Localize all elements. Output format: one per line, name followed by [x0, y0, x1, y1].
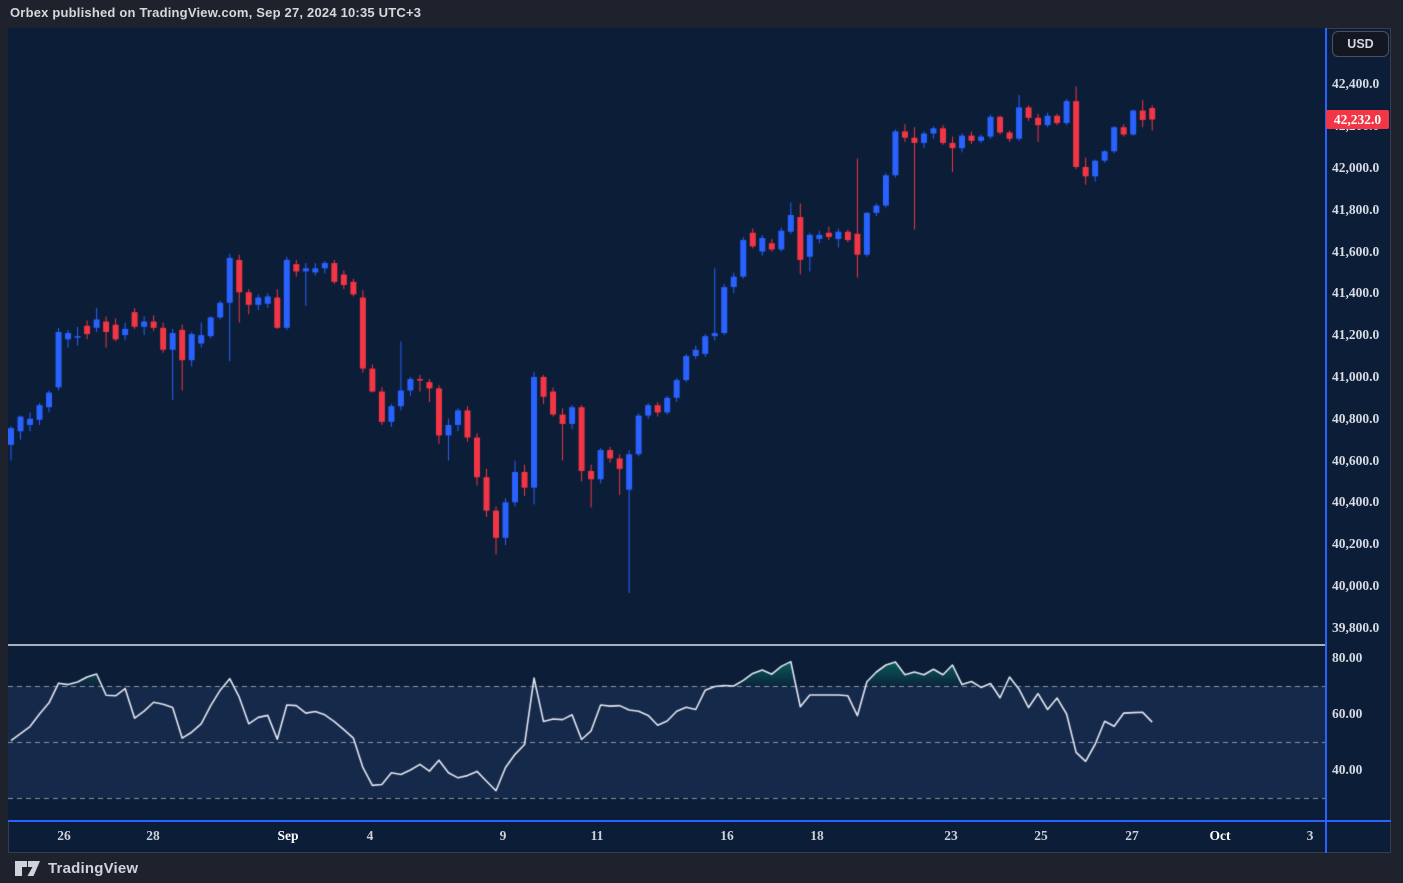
price-tick-label: 40,400.0 [1332, 494, 1380, 510]
price-tick-label: 41,200.0 [1332, 327, 1380, 343]
price-tick-label: 42,400.0 [1332, 76, 1380, 92]
attribution-bar: Orbex published on TradingView.com, Sep … [0, 0, 1403, 28]
price-tick-label: 42,000.0 [1332, 159, 1380, 175]
time-axis-label: 23 [944, 828, 958, 843]
time-axis-label: 11 [590, 828, 604, 843]
time-axis-label: 26 [57, 828, 71, 843]
time-axis-line [8, 820, 1391, 822]
price-tick-label: 41,800.0 [1332, 201, 1380, 217]
price-tick-label: 40,600.0 [1332, 452, 1380, 468]
price-tick-label: 40,000.0 [1332, 577, 1380, 593]
time-axis-label: 3 [1306, 828, 1314, 843]
price-axis-line [1325, 28, 1327, 853]
price-tick-label: 41,600.0 [1332, 243, 1380, 259]
price-tick-label: 39,800.0 [1332, 619, 1380, 635]
time-axis-label: 28 [146, 828, 160, 843]
tradingview-logo[interactable]: TradingView [14, 858, 138, 878]
rsi-pane-canvas[interactable] [8, 646, 1325, 820]
time-axis-label: 18 [810, 828, 824, 843]
price-tick-label: 41,400.0 [1332, 285, 1380, 301]
price-tick-label: 41,000.0 [1332, 368, 1380, 384]
right-gutter [1391, 28, 1403, 853]
time-axis-label: 27 [1125, 828, 1139, 843]
price-tick-label: 40,200.0 [1332, 536, 1380, 552]
rsi-tick-label: 60.00 [1332, 706, 1363, 721]
price-tick-label: 40,800.0 [1332, 410, 1380, 426]
rsi-tick-label: 80.00 [1332, 650, 1363, 665]
tradingview-logo-icon [15, 861, 40, 876]
tradingview-logo-text: TradingView [48, 859, 139, 877]
footer-bar: TradingView [0, 853, 1403, 883]
time-axis-label: 4 [366, 828, 374, 843]
currency-usd-button[interactable]: USD [1332, 31, 1389, 57]
time-axis-label: 9 [499, 828, 507, 843]
pane-separator-handle[interactable] [8, 644, 1325, 646]
time-axis-label: 16 [720, 828, 734, 843]
time-axis-label: 25 [1034, 828, 1048, 843]
time-axis-label: Oct [1209, 828, 1231, 843]
attribution-text: Orbex published on TradingView.com, Sep … [10, 5, 422, 20]
price-pane-canvas[interactable] [8, 28, 1325, 645]
rsi-tick-label: 40.00 [1332, 762, 1363, 777]
last-price-label: 42,232.0 [1326, 110, 1389, 129]
time-axis-label: Sep [277, 828, 299, 843]
